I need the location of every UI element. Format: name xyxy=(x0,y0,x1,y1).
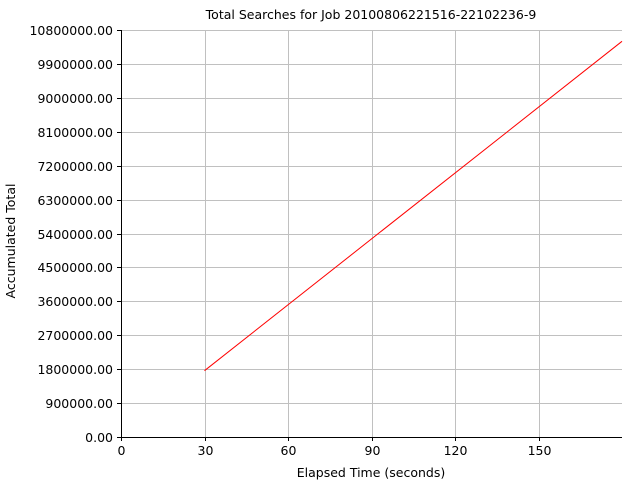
y-tick-label: 5400000.00 xyxy=(37,227,113,242)
y-tick-label: 6300000.00 xyxy=(37,193,113,208)
y-tick-label: 7200000.00 xyxy=(37,159,113,174)
chart-title: Total Searches for Job 20100806221516-22… xyxy=(205,7,537,22)
y-tick-label: 9000000.00 xyxy=(37,91,113,106)
series-layer xyxy=(204,40,623,372)
series-line xyxy=(204,40,623,372)
y-axis-title: Accumulated Total xyxy=(3,184,18,299)
x-tick-label: 90 xyxy=(365,443,381,458)
y-tick-label: 9900000.00 xyxy=(37,57,113,72)
y-tick-label: 3600000.00 xyxy=(37,294,113,309)
x-tick-label: 120 xyxy=(444,443,468,458)
axes xyxy=(117,30,622,441)
y-tick-label: 4500000.00 xyxy=(37,260,113,275)
tick-labels: 0.00 900000.00 1800000.00 2700000.00 3600000… xyxy=(29,23,551,458)
x-tick-label: 0 xyxy=(118,443,126,458)
grid xyxy=(121,30,622,437)
x-tick-label: 30 xyxy=(198,443,214,458)
x-tick-label: 60 xyxy=(281,443,297,458)
y-tick-label: 0.00 xyxy=(85,430,113,445)
y-tick-label: 900000.00 xyxy=(45,396,113,411)
y-tick-label: 10800000.00 xyxy=(29,23,113,38)
y-tick-label: 2700000.00 xyxy=(37,328,113,343)
x-axis-title: Elapsed Time (seconds) xyxy=(297,465,446,480)
x-tick-label: 150 xyxy=(528,443,552,458)
y-tick-label: 8100000.00 xyxy=(37,125,113,140)
y-tick-label: 1800000.00 xyxy=(37,362,113,377)
